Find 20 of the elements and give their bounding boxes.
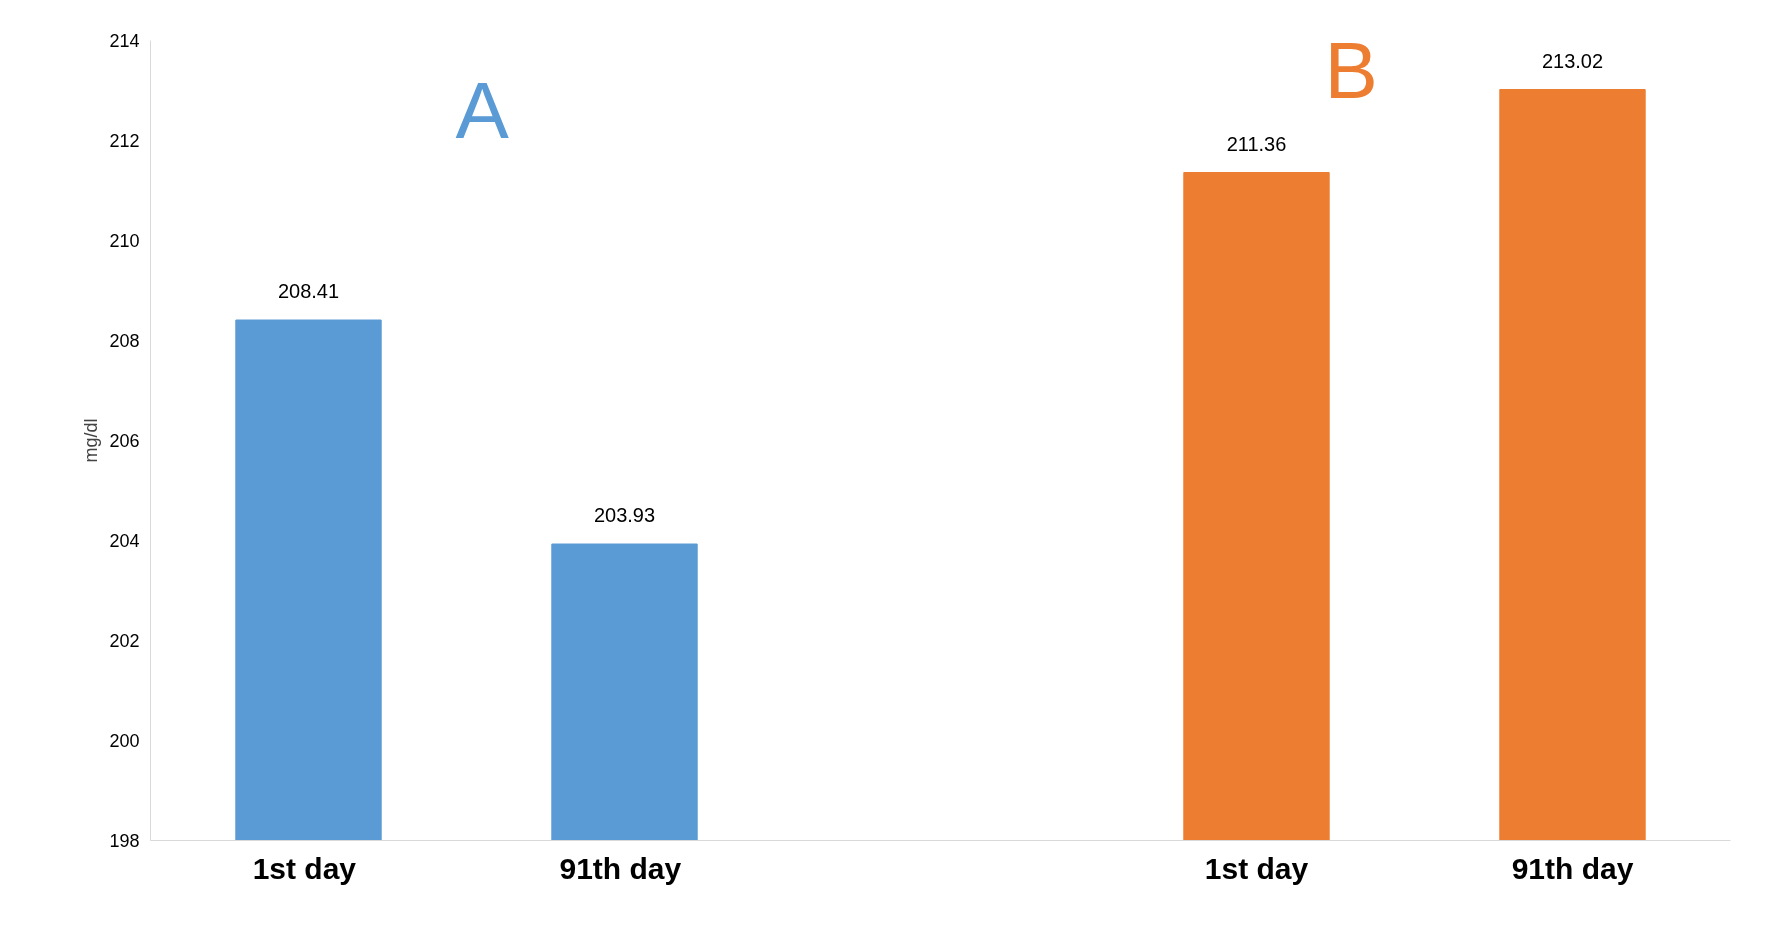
annotation: A (455, 66, 510, 155)
x-tick-label: 91th day (1511, 851, 1634, 885)
y-tick-label: 206 (109, 431, 140, 451)
x-tick-label: 1st day (1204, 851, 1309, 885)
y-tick-label: 200 (109, 731, 140, 751)
y-axis-title: mg/dl (81, 418, 102, 463)
y-tick-label: 202 (109, 631, 140, 651)
y-tick-label: 210 (109, 231, 140, 251)
y-tick-label: 214 (109, 31, 140, 51)
y-tick-label: 198 (109, 831, 140, 851)
x-tick-label: 1st day (252, 851, 357, 885)
y-tick-label: 208 (109, 331, 140, 351)
data-label: 208.41 (277, 280, 340, 302)
y-tick-label: 212 (109, 131, 140, 151)
data-label: 211.36 (1226, 132, 1287, 155)
y-tick-label: 204 (109, 531, 140, 551)
data-label: 203.93 (593, 504, 656, 526)
x-tick-label: 91th day (559, 851, 682, 885)
data-label: 213.02 (1541, 49, 1604, 72)
annotation: B (1324, 26, 1378, 115)
